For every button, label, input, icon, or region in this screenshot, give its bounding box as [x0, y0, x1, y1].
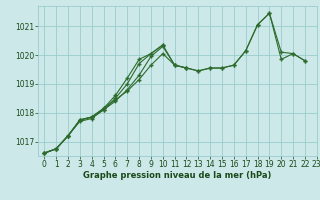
X-axis label: Graphe pression niveau de la mer (hPa): Graphe pression niveau de la mer (hPa) [84, 171, 272, 180]
